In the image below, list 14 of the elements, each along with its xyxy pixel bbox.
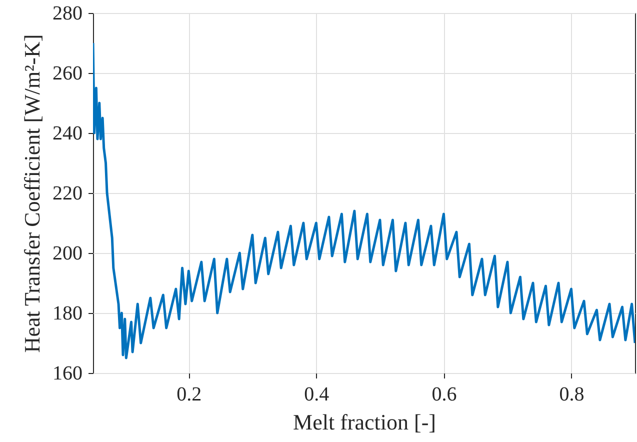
x-tick-label: 0.8 [559, 384, 584, 406]
y-tick-label: 220 [52, 182, 82, 204]
line-series [93, 42, 635, 360]
y-tick-label: 180 [52, 302, 82, 324]
x-tick-label: 0.6 [432, 384, 457, 406]
y-tick-label: 160 [52, 362, 82, 384]
y-tick-label: 240 [52, 122, 82, 144]
y-tick-label: 200 [52, 242, 82, 264]
x-axis-title: Melt fraction [-] [293, 410, 436, 434]
x-tick-label: 0.2 [176, 384, 202, 406]
x-tick-label: 0.4 [304, 384, 330, 406]
y-tick-label: 280 [52, 2, 82, 24]
y-axis-title: Heat Transfer Coefficient [W/m²-K] [20, 34, 44, 353]
y-tick-label: 260 [52, 62, 82, 84]
